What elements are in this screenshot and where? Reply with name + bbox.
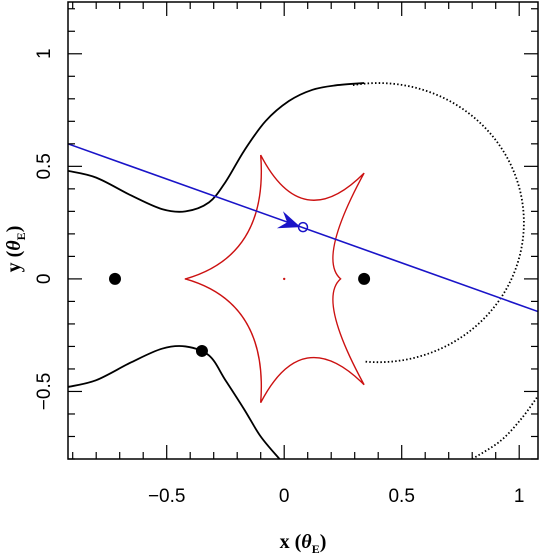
x-tick-label: −0.5 — [148, 486, 186, 507]
y-axis-label-theta: θ — [3, 240, 25, 251]
x-axis-label-sub: E — [312, 542, 320, 555]
lens-masses — [109, 272, 371, 357]
trajectory-group — [68, 143, 538, 313]
x-axis-label-close: ) — [320, 531, 327, 553]
critical-curve-outer-arc — [352, 82, 525, 364]
critical-curve-lower — [68, 345, 281, 459]
lens-mass-3 — [195, 344, 208, 357]
source-trajectory — [68, 143, 538, 313]
x-tick-label: 0 — [279, 486, 290, 507]
plot-frame — [67, 1, 539, 460]
y-axis-label-main: y ( — [3, 250, 25, 272]
critical-curve-lower-right — [471, 395, 538, 459]
y-axis-label-sub: E — [14, 232, 28, 240]
caustic-center-dot — [283, 277, 286, 281]
direction-arrow — [276, 211, 301, 229]
y-tick-label: 0.5 — [34, 153, 55, 179]
y-tick-label: 1 — [34, 48, 55, 59]
lens-mass-1 — [109, 272, 121, 285]
y-tick-label: −0.5 — [34, 373, 55, 411]
x-tick-label: 0.5 — [388, 486, 414, 507]
caustic-curve — [184, 154, 365, 404]
lens-mass-2 — [358, 272, 371, 285]
plot-area — [68, 82, 538, 459]
x-axis-label-theta: θ — [301, 531, 312, 553]
y-axis-label-close: ) — [3, 226, 25, 233]
y-tick-label: 0 — [34, 274, 55, 285]
critical-curve-upper — [68, 82, 365, 213]
x-axis-label-main: x ( — [280, 531, 302, 553]
critical-curves — [68, 82, 538, 459]
tick-labels: −0.5 0 0.5 1 −0.5 0 0.5 1 — [34, 48, 524, 507]
caustic-group — [184, 154, 365, 404]
y-axis-label: y (θE) — [3, 226, 28, 273]
axis-ticks — [68, 2, 538, 460]
x-axis-label: x (θE) — [280, 531, 327, 555]
x-tick-label: 1 — [514, 486, 525, 507]
